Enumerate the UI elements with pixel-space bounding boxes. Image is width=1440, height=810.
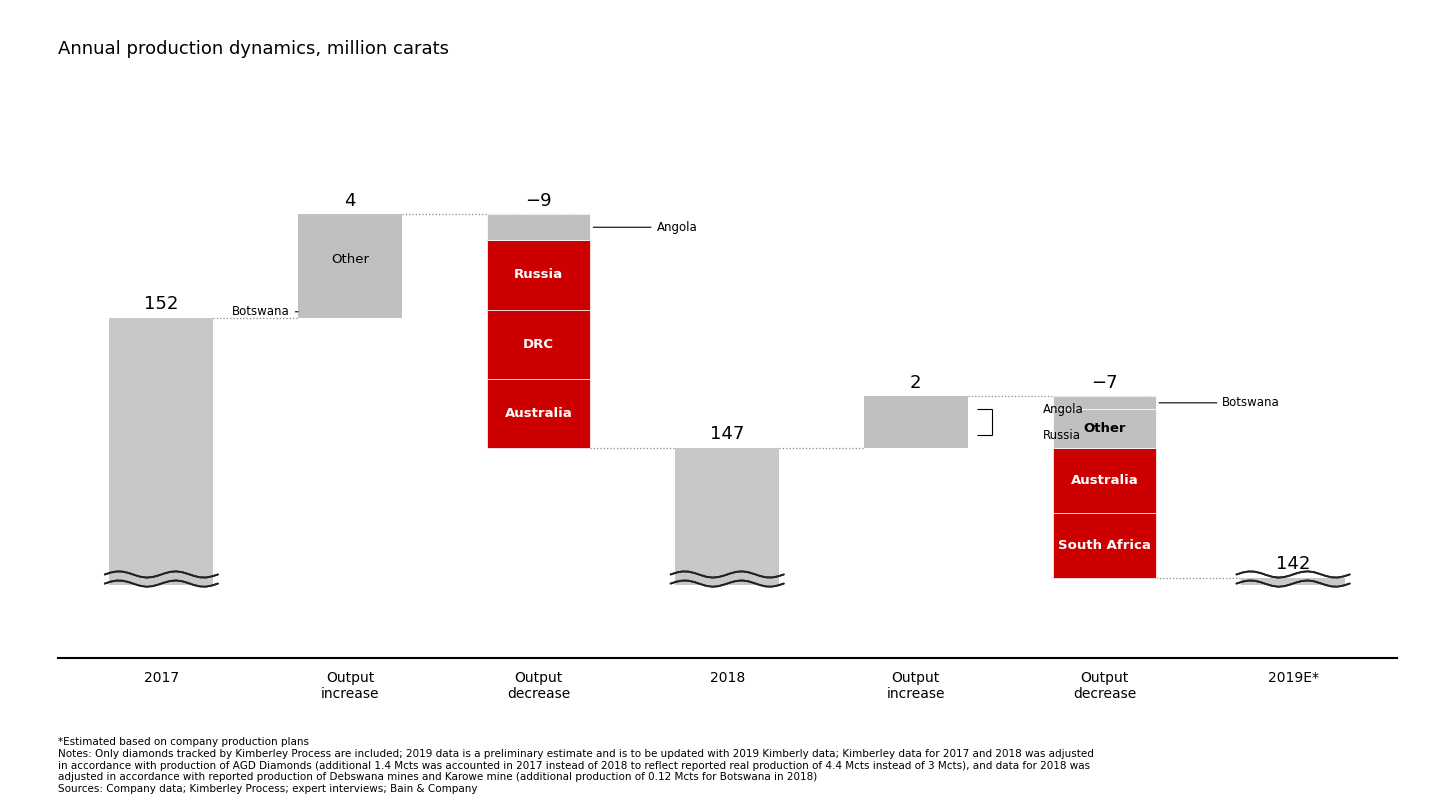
- Bar: [1053, 409, 1156, 448]
- Text: Botswana: Botswana: [1159, 396, 1280, 409]
- Text: *Estimated based on company production plans
Notes: Only diamonds tracked by Kim: *Estimated based on company production p…: [58, 737, 1093, 794]
- Bar: [665, 585, 789, 656]
- Bar: [1231, 585, 1355, 656]
- Bar: [298, 305, 402, 318]
- Text: −9: −9: [526, 192, 552, 211]
- Text: Russia: Russia: [514, 268, 563, 281]
- Text: Other: Other: [1083, 422, 1126, 435]
- Text: South Africa: South Africa: [1058, 539, 1151, 552]
- Text: 2: 2: [910, 374, 922, 392]
- Bar: [487, 379, 590, 448]
- Text: Australia: Australia: [1070, 475, 1138, 488]
- Bar: [864, 422, 968, 448]
- Bar: [1241, 578, 1345, 656]
- Bar: [487, 214, 590, 241]
- Text: Australia: Australia: [504, 407, 573, 420]
- Bar: [1053, 396, 1156, 409]
- Text: DRC: DRC: [523, 338, 554, 351]
- Bar: [487, 309, 590, 379]
- Bar: [298, 214, 402, 305]
- Bar: [109, 318, 213, 656]
- Text: Angola: Angola: [1043, 403, 1084, 416]
- Text: Russia: Russia: [1043, 428, 1081, 441]
- Text: 142: 142: [1276, 555, 1310, 573]
- Bar: [487, 241, 590, 309]
- Bar: [99, 585, 223, 656]
- Text: Botswana: Botswana: [232, 305, 298, 318]
- Bar: [675, 448, 779, 656]
- Text: Other: Other: [331, 254, 369, 266]
- Text: Angola: Angola: [593, 221, 697, 234]
- Text: Annual production dynamics, million carats: Annual production dynamics, million cara…: [58, 40, 449, 58]
- Text: 152: 152: [144, 295, 179, 313]
- Text: 147: 147: [710, 425, 744, 443]
- Text: −7: −7: [1092, 374, 1117, 392]
- Text: 4: 4: [344, 192, 356, 211]
- Bar: [1053, 448, 1156, 514]
- Bar: [1053, 514, 1156, 578]
- Bar: [864, 396, 968, 422]
